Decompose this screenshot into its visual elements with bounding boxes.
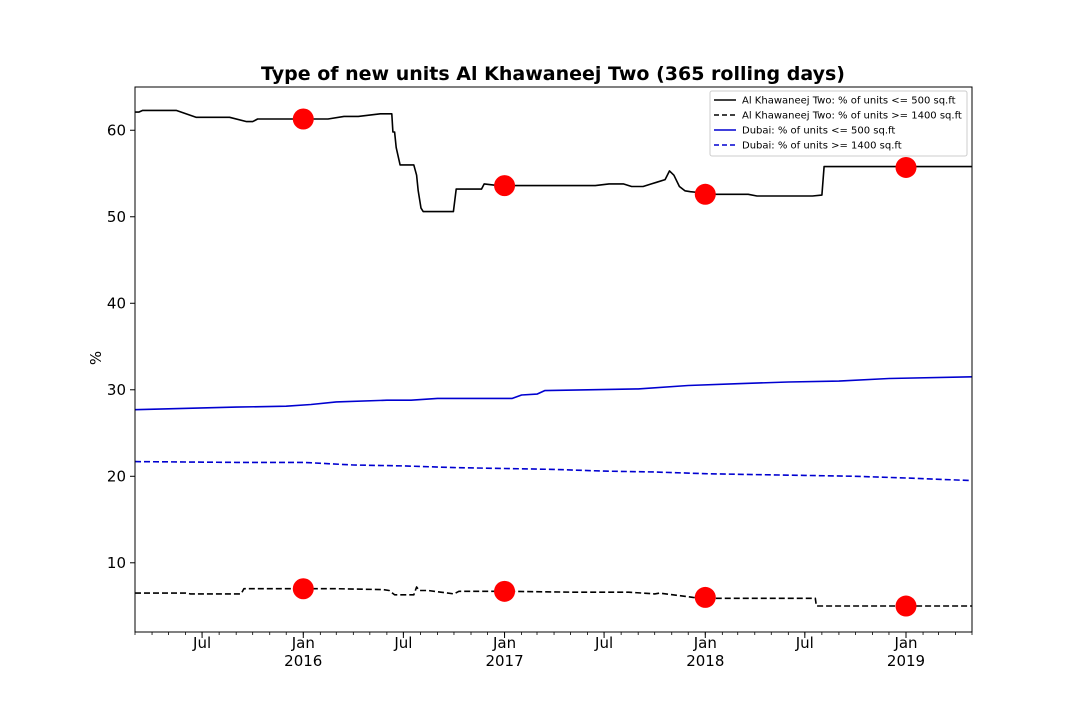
y-tick-label: 10: [107, 554, 126, 572]
x-tick-label: Jul: [393, 634, 412, 652]
highlight-marker-6: [494, 580, 516, 602]
x-tick-label: Jan: [492, 634, 516, 652]
y-tick-label: 40: [107, 294, 126, 312]
legend-label-3: Dubai: % of units <= 500 sq.ft: [742, 126, 895, 137]
y-tick-label: 50: [107, 208, 126, 226]
highlight-marker-5: [292, 578, 314, 600]
x-tick-year-label: 2018: [686, 652, 724, 670]
series-line-2: [135, 586, 972, 607]
y-tick-label: 30: [107, 381, 126, 399]
legend-label-1: Al Khawaneej Two: % of units <= 500 sq.f…: [742, 96, 956, 107]
legend: Al Khawaneej Two: % of units <= 500 sq.f…: [709, 90, 968, 157]
highlight-marker-3: [694, 183, 716, 205]
x-tick-label: Jul: [594, 634, 613, 652]
x-tick-label: Jan: [893, 634, 917, 652]
highlight-marker-8: [895, 595, 917, 617]
y-tick-label: 20: [107, 467, 126, 485]
highlight-marker-2: [494, 175, 516, 197]
y-axis-label: %: [87, 351, 105, 365]
legend-box: [709, 90, 968, 157]
y-tick-label: 60: [107, 121, 126, 139]
legend-label-4: Dubai: % of units >= 1400 sq.ft: [742, 141, 902, 152]
series-line-4: [134, 460, 973, 482]
x-tick-year-label: 2016: [284, 652, 322, 670]
series-line-1: [135, 109, 972, 213]
x-tick-year-label: 2019: [887, 652, 925, 670]
x-tick-label: Jul: [795, 634, 814, 652]
highlight-marker-1: [292, 108, 314, 130]
highlight-marker-4: [895, 156, 917, 178]
x-tick-year-label: 2017: [485, 652, 523, 670]
chart-title: Type of new units Al Khawaneej Two (365 …: [261, 63, 845, 85]
highlight-marker-7: [694, 586, 716, 608]
legend-label-2: Al Khawaneej Two: % of units >= 1400 sq.…: [742, 111, 962, 122]
series-line-3: [134, 376, 973, 411]
x-tick-label: Jul: [192, 634, 211, 652]
x-tick-label: Jan: [291, 634, 315, 652]
x-tick-label: Jan: [693, 634, 717, 652]
axes-frame: [134, 86, 973, 633]
